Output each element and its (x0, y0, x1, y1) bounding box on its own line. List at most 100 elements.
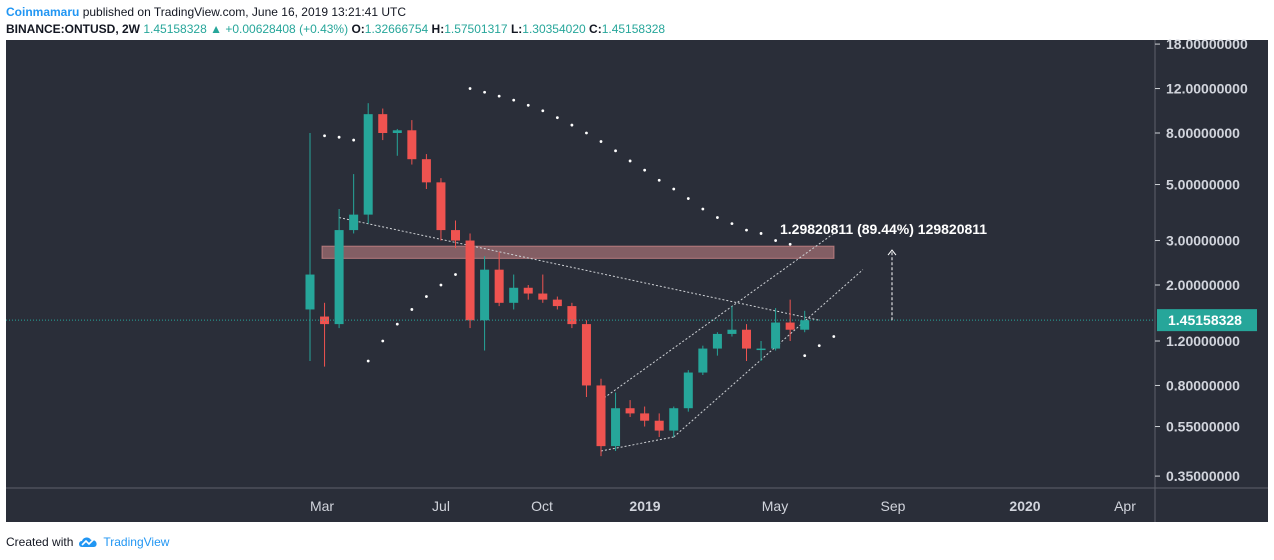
candle[interactable] (611, 392, 621, 452)
publisher-line: Coinmamaru published on TradingView.com,… (6, 5, 406, 19)
candle[interactable] (712, 332, 722, 356)
y-tick-label: 3.00000000 (1166, 233, 1240, 249)
candle[interactable] (698, 345, 708, 376)
candle[interactable] (494, 252, 504, 307)
candle-body (785, 322, 795, 330)
candle[interactable] (683, 370, 693, 412)
candle[interactable] (523, 284, 533, 300)
candle-body (363, 114, 373, 215)
candle[interactable] (349, 174, 359, 234)
x-tick-label: 2020 (1009, 498, 1040, 514)
candle[interactable] (465, 233, 475, 329)
candle[interactable] (538, 274, 548, 303)
publisher-name[interactable]: Coinmamaru (6, 5, 80, 19)
candle[interactable] (654, 413, 664, 437)
sar-dot (614, 149, 617, 153)
candle-body (800, 320, 810, 330)
candle-body (756, 348, 766, 351)
sar-dot (323, 134, 326, 138)
candle-body (654, 420, 664, 431)
price-axis (1155, 40, 1268, 488)
candle[interactable] (640, 406, 650, 427)
sar-dot (526, 103, 530, 107)
sar-dot (454, 273, 457, 276)
y-tick-label: 0.55000000 (1166, 419, 1240, 435)
y-tick-label: 0.80000000 (1166, 377, 1240, 393)
candle[interactable] (581, 320, 591, 398)
candle-body (596, 385, 606, 447)
open-value: 1.32666754 (364, 22, 429, 36)
sar-dot (555, 116, 559, 120)
x-tick-label: 2019 (629, 498, 660, 514)
y-tick-label: 8.00000000 (1166, 125, 1240, 141)
y-tick-label: 18.00000000 (1166, 36, 1248, 52)
trendline[interactable] (338, 217, 820, 321)
candle[interactable] (742, 324, 751, 361)
candle[interactable] (785, 299, 795, 341)
sar-dot (468, 87, 472, 90)
sar-dot (803, 354, 807, 358)
candle-body (727, 329, 737, 334)
sar-dot (512, 98, 516, 102)
candle[interactable] (378, 108, 388, 141)
sar-dot (817, 344, 821, 348)
candle[interactable] (421, 154, 431, 190)
x-tick-label: Apr (1114, 498, 1136, 514)
sar-dot (366, 359, 370, 363)
candle-body (625, 408, 635, 414)
change-value: +0.00628408 (+0.43%) (225, 22, 349, 36)
measure-arrowhead (887, 249, 897, 256)
sar-dot (352, 138, 356, 142)
sar-dot (686, 197, 690, 200)
candle[interactable] (756, 341, 766, 361)
candle-body (552, 299, 562, 307)
sar-dot (599, 140, 603, 143)
candle[interactable] (669, 406, 679, 437)
trendline[interactable] (600, 436, 674, 452)
x-tick-label: Mar (310, 498, 334, 514)
candle[interactable] (334, 208, 344, 329)
candle[interactable] (305, 133, 315, 361)
x-tick-label: Sep (881, 498, 906, 514)
candle-body (698, 348, 708, 373)
resistance-zone[interactable] (321, 245, 835, 259)
candle-body (712, 333, 722, 349)
close-label: C: (589, 22, 602, 36)
candle[interactable] (567, 302, 577, 329)
candle[interactable] (625, 400, 635, 417)
y-tick-label: 2.00000000 (1166, 277, 1240, 293)
candle-body (349, 214, 359, 231)
sar-dot (832, 335, 836, 338)
current-price-badge (1157, 309, 1257, 332)
candle-body (465, 240, 475, 321)
candle[interactable] (552, 296, 562, 310)
y-tick-label: 1.20000000 (1166, 333, 1240, 349)
candle[interactable] (480, 256, 490, 351)
candle[interactable] (800, 310, 810, 333)
candle-body (683, 372, 693, 409)
candle[interactable] (596, 378, 606, 457)
sar-dot (657, 178, 661, 182)
tradingview-cloud-icon (79, 537, 98, 547)
candle[interactable] (771, 308, 781, 351)
x-tick-label: Jul (432, 498, 450, 514)
candle[interactable] (451, 220, 460, 249)
y-tick-label: 12.00000000 (1166, 81, 1248, 97)
low-value: 1.30354020 (522, 22, 586, 36)
candle[interactable] (407, 120, 417, 165)
candle-body (480, 269, 490, 321)
ohlc-line: BINANCE:ONTUSD, 2W 1.45158328 ▲ +0.00628… (6, 22, 665, 36)
candle[interactable] (363, 103, 373, 224)
candle-body (567, 306, 577, 325)
high-label: H: (431, 22, 445, 36)
candle-body (771, 322, 781, 349)
sar-dot (643, 168, 647, 172)
tradingview-brand-link[interactable]: TradingView (103, 535, 170, 549)
candle[interactable] (727, 306, 737, 337)
candle[interactable] (436, 178, 446, 241)
candle-body (742, 329, 751, 349)
candle[interactable] (509, 274, 519, 310)
measure-label[interactable]: 1.29820811 (89.44%) 129820811 (780, 221, 987, 237)
candle[interactable] (392, 128, 402, 156)
